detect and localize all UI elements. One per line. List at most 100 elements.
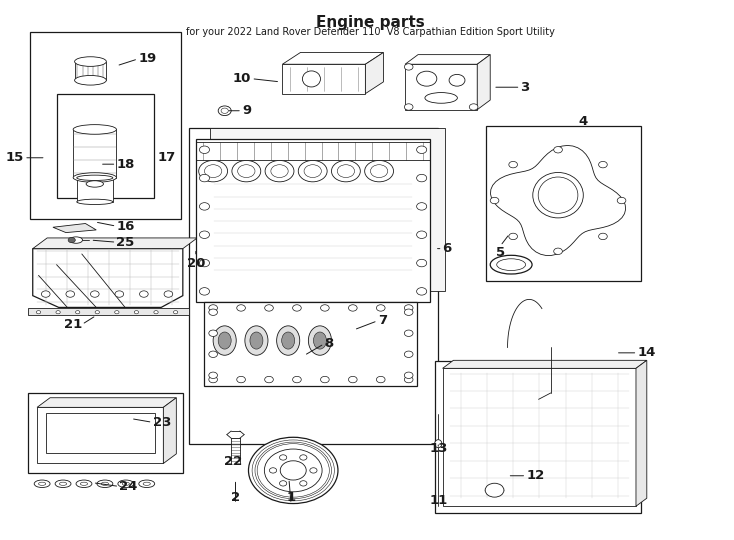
Bar: [57, 93, 154, 198]
Circle shape: [199, 160, 228, 182]
Circle shape: [280, 481, 287, 486]
Circle shape: [154, 310, 159, 314]
Polygon shape: [33, 238, 197, 248]
Circle shape: [377, 376, 385, 383]
Circle shape: [417, 231, 426, 239]
Ellipse shape: [538, 177, 578, 213]
Bar: [435, 361, 641, 513]
Ellipse shape: [123, 482, 129, 485]
Circle shape: [264, 449, 322, 492]
Circle shape: [134, 310, 139, 314]
Ellipse shape: [77, 199, 113, 205]
Ellipse shape: [282, 332, 294, 349]
Circle shape: [208, 309, 217, 315]
Circle shape: [173, 310, 178, 314]
Ellipse shape: [425, 92, 457, 103]
Circle shape: [37, 310, 40, 314]
Text: 20: 20: [186, 256, 205, 269]
Circle shape: [293, 376, 301, 383]
Text: 24: 24: [120, 480, 138, 493]
Text: 11: 11: [429, 495, 448, 508]
Polygon shape: [210, 129, 445, 292]
Bar: [37, 407, 164, 463]
Bar: [28, 393, 183, 473]
Bar: [405, 64, 477, 110]
Circle shape: [404, 351, 413, 357]
Polygon shape: [490, 145, 625, 255]
Bar: [283, 64, 366, 93]
Circle shape: [237, 305, 245, 311]
Circle shape: [404, 305, 413, 311]
Circle shape: [371, 165, 388, 178]
Text: 8: 8: [324, 338, 333, 350]
Text: 16: 16: [117, 220, 135, 233]
Circle shape: [490, 197, 499, 204]
Ellipse shape: [101, 482, 109, 485]
Text: 15: 15: [6, 151, 24, 164]
Polygon shape: [28, 308, 189, 315]
Text: 17: 17: [158, 151, 176, 164]
Polygon shape: [77, 178, 113, 202]
Circle shape: [200, 288, 209, 295]
Ellipse shape: [435, 440, 442, 448]
Circle shape: [321, 376, 330, 383]
Text: 6: 6: [443, 242, 452, 255]
Ellipse shape: [59, 482, 67, 485]
Circle shape: [200, 231, 209, 239]
Circle shape: [404, 64, 413, 70]
Ellipse shape: [55, 480, 71, 488]
Circle shape: [200, 146, 209, 153]
Circle shape: [200, 202, 209, 210]
Circle shape: [280, 461, 306, 480]
Circle shape: [404, 376, 413, 383]
Circle shape: [208, 372, 217, 379]
Polygon shape: [636, 360, 647, 506]
Bar: [46, 413, 155, 453]
Text: 1: 1: [286, 491, 296, 504]
Circle shape: [238, 165, 255, 178]
Ellipse shape: [250, 332, 263, 349]
Ellipse shape: [34, 480, 50, 488]
Circle shape: [280, 455, 287, 460]
Text: 7: 7: [378, 314, 387, 327]
Circle shape: [299, 481, 307, 486]
Ellipse shape: [77, 175, 113, 180]
Circle shape: [200, 259, 209, 267]
Ellipse shape: [76, 480, 92, 488]
Circle shape: [265, 305, 273, 311]
Text: 19: 19: [138, 52, 156, 65]
Polygon shape: [443, 360, 647, 368]
Circle shape: [417, 174, 426, 182]
Circle shape: [509, 233, 517, 240]
Circle shape: [332, 160, 360, 182]
Polygon shape: [33, 248, 183, 307]
Circle shape: [417, 146, 426, 153]
Text: 2: 2: [231, 491, 240, 504]
Bar: [189, 129, 437, 444]
Circle shape: [90, 291, 99, 297]
Ellipse shape: [139, 480, 155, 488]
Circle shape: [404, 330, 413, 336]
Bar: [205, 301, 418, 386]
Circle shape: [404, 104, 413, 110]
Ellipse shape: [86, 181, 103, 187]
Circle shape: [404, 372, 413, 379]
Bar: [30, 32, 181, 219]
Ellipse shape: [75, 76, 106, 85]
Circle shape: [417, 288, 426, 295]
Circle shape: [208, 376, 217, 383]
Ellipse shape: [313, 332, 327, 349]
Polygon shape: [75, 62, 106, 80]
Circle shape: [139, 291, 148, 297]
Ellipse shape: [73, 173, 117, 183]
Circle shape: [321, 305, 330, 311]
Bar: [486, 126, 641, 281]
Ellipse shape: [245, 326, 268, 355]
Ellipse shape: [80, 482, 87, 485]
Ellipse shape: [118, 480, 134, 488]
Polygon shape: [53, 224, 96, 233]
Circle shape: [553, 248, 562, 254]
Circle shape: [252, 440, 335, 501]
Circle shape: [417, 259, 426, 267]
Bar: [196, 139, 430, 302]
